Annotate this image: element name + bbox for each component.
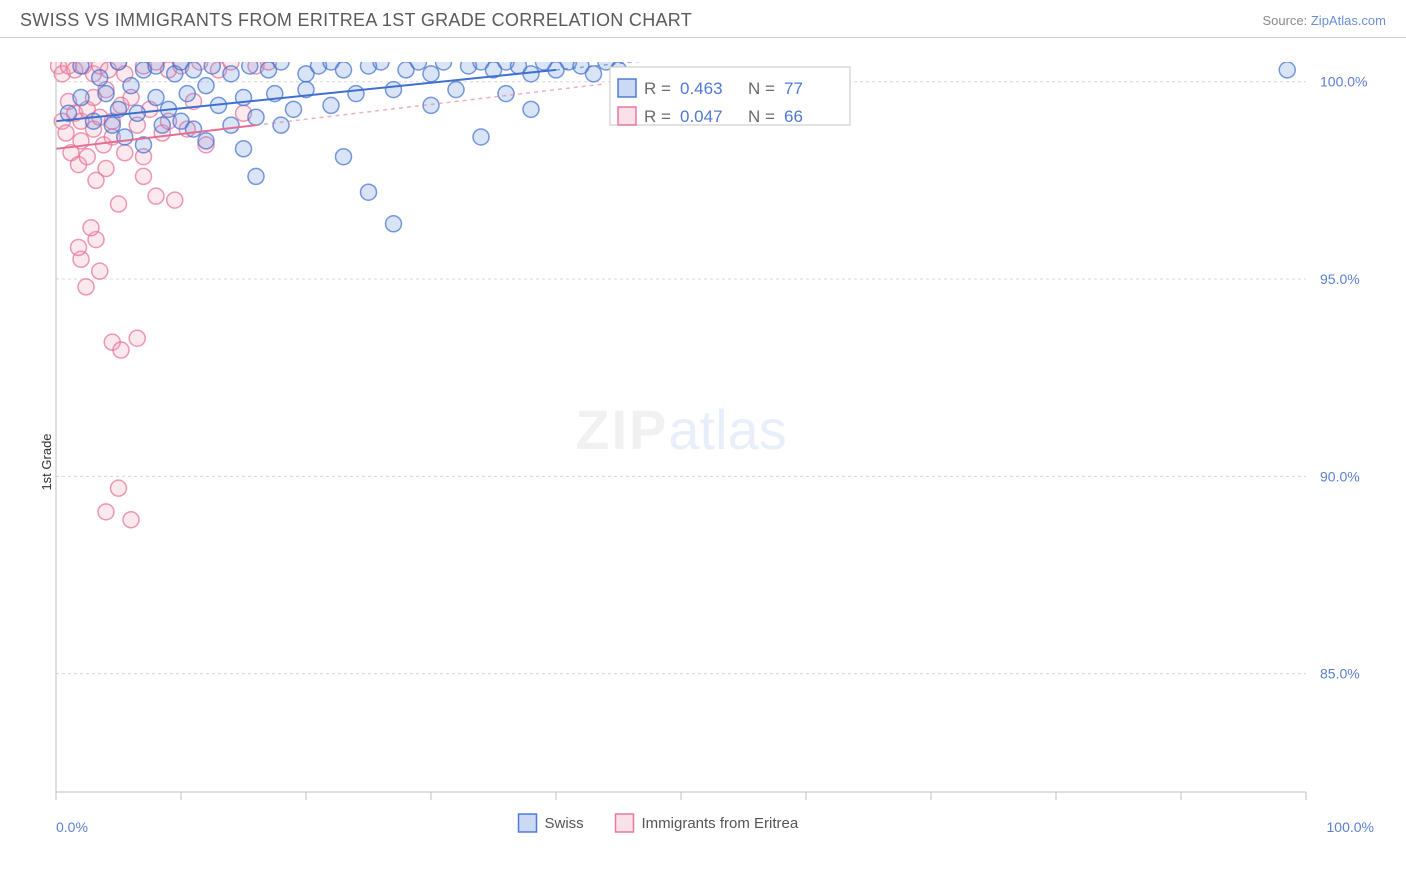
data-point — [498, 86, 514, 102]
y-tick-label: 85.0% — [1320, 666, 1360, 682]
stats-r-label: R = — [644, 107, 671, 126]
data-point — [123, 78, 139, 94]
data-point — [129, 330, 145, 346]
data-point — [71, 239, 87, 255]
data-point — [386, 216, 402, 232]
legend-swatch — [519, 814, 537, 832]
stats-r-value: 0.047 — [680, 107, 723, 126]
stats-swatch — [618, 79, 636, 97]
data-point — [523, 101, 539, 117]
data-point — [204, 62, 220, 74]
data-point — [104, 117, 120, 133]
y-tick-label: 95.0% — [1320, 271, 1360, 287]
data-point — [73, 90, 89, 106]
scatter-plot: 100.0% 95.0% 90.0% 85.0% ZIPatlas 0.0% 100.0% R… — [50, 62, 1386, 862]
data-point — [58, 125, 74, 141]
data-point — [198, 78, 214, 94]
data-point — [223, 117, 239, 133]
data-point — [117, 145, 133, 161]
stats-n-value: 66 — [784, 107, 803, 126]
data-point — [236, 141, 252, 157]
data-point — [123, 512, 139, 528]
stats-r-value: 0.463 — [680, 79, 723, 98]
data-point — [86, 113, 102, 129]
x-min-label: 0.0% — [56, 819, 88, 835]
x-max-label: 100.0% — [1327, 819, 1374, 835]
chart-area: 1st Grade 100.0%95.0%90.0%85.0%ZIPatlas0… — [50, 62, 1386, 862]
data-point — [179, 86, 195, 102]
stats-r-label: R = — [644, 79, 671, 98]
data-point — [111, 196, 127, 212]
data-point — [348, 86, 364, 102]
watermark: ZIPatlas — [575, 398, 786, 461]
data-point — [448, 82, 464, 98]
data-point — [186, 62, 202, 78]
data-point — [98, 504, 114, 520]
stats-n-label: N = — [748, 79, 775, 98]
data-point — [336, 62, 352, 78]
chart-source: Source: ZipAtlas.com — [1262, 13, 1386, 28]
data-point — [186, 121, 202, 137]
data-point — [167, 192, 183, 208]
data-point — [148, 90, 164, 106]
data-point — [98, 161, 114, 177]
data-point — [242, 62, 258, 74]
data-point — [136, 168, 152, 184]
data-point — [73, 62, 89, 74]
stats-n-label: N = — [748, 107, 775, 126]
data-point — [92, 70, 108, 86]
data-point — [148, 188, 164, 204]
data-point — [473, 129, 489, 145]
data-point — [78, 279, 94, 295]
data-point — [586, 66, 602, 82]
legend-swatch — [616, 814, 634, 832]
data-point — [111, 480, 127, 496]
y-axis-label: 1st Grade — [39, 433, 54, 490]
data-point — [79, 149, 95, 165]
legend-label: Swiss — [545, 815, 584, 832]
data-point — [223, 66, 239, 82]
y-tick-label: 100.0% — [1320, 74, 1367, 90]
stats-swatch — [618, 107, 636, 125]
data-point — [113, 342, 129, 358]
data-point — [154, 117, 170, 133]
data-point — [98, 86, 114, 102]
data-point — [323, 97, 339, 113]
data-point — [92, 263, 108, 279]
y-tick-label: 90.0% — [1320, 468, 1360, 484]
chart-header: SWISS VS IMMIGRANTS FROM ERITREA 1ST GRA… — [0, 0, 1406, 38]
data-point — [248, 168, 264, 184]
data-point — [336, 149, 352, 165]
legend-label: Immigrants from Eritrea — [642, 815, 799, 832]
data-point — [148, 62, 164, 74]
source-link[interactable]: ZipAtlas.com — [1311, 13, 1386, 28]
data-point — [83, 220, 99, 236]
chart-title: SWISS VS IMMIGRANTS FROM ERITREA 1ST GRA… — [20, 10, 692, 31]
data-point — [361, 184, 377, 200]
data-point — [117, 129, 133, 145]
stats-n-value: 77 — [784, 79, 803, 98]
data-point — [386, 82, 402, 98]
data-point — [273, 117, 289, 133]
data-point — [286, 101, 302, 117]
data-point — [1279, 62, 1295, 78]
data-point — [248, 109, 264, 125]
data-point — [423, 66, 439, 82]
data-point — [198, 133, 214, 149]
